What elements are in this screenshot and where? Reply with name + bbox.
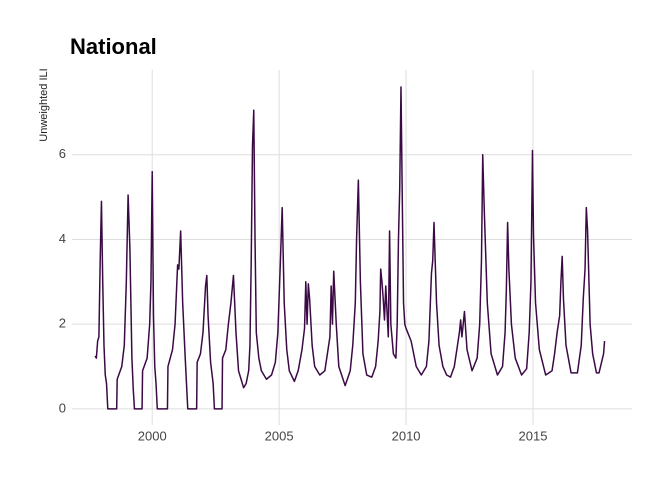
- x-tick-label: 2010: [392, 428, 421, 443]
- x-tick-label: 2005: [265, 428, 294, 443]
- x-tick-label: 2015: [519, 428, 548, 443]
- y-tick-label: 0: [59, 400, 66, 415]
- grid: [72, 70, 632, 425]
- y-tick-label: 2: [59, 316, 66, 331]
- y-axis-label: Unweighted ILI: [38, 68, 50, 141]
- chart-title: National: [70, 34, 157, 59]
- y-tick-label: 6: [59, 146, 66, 161]
- x-tick-label: 2000: [138, 428, 167, 443]
- y-tick-label: 4: [59, 231, 66, 246]
- series-line: [94, 86, 606, 410]
- plot-area: [94, 86, 606, 410]
